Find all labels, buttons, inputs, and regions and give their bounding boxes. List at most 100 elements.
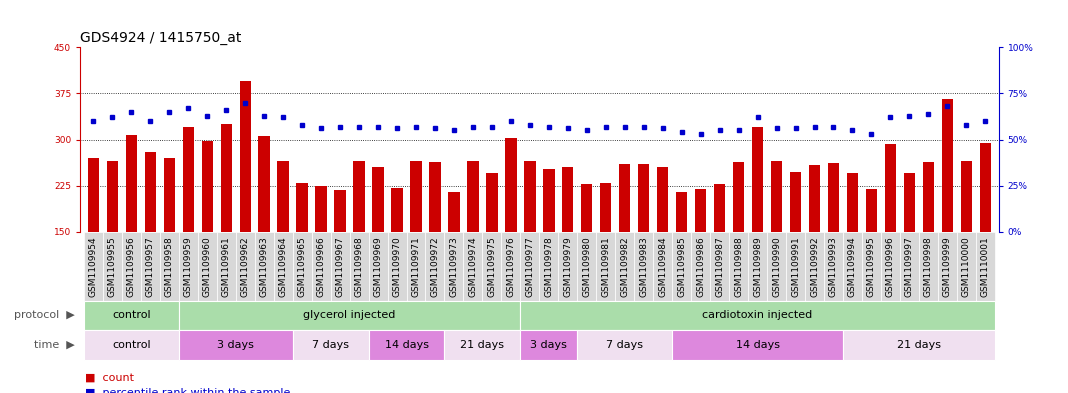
Bar: [691, 232, 710, 301]
Bar: [771, 161, 782, 232]
Bar: [942, 99, 953, 232]
Text: GSM1109982: GSM1109982: [621, 236, 629, 297]
Text: cardiotoxin injected: cardiotoxin injected: [703, 310, 813, 320]
Text: 21 days: 21 days: [897, 340, 941, 350]
Bar: [297, 183, 308, 232]
Bar: [467, 161, 478, 232]
Text: 7 days: 7 days: [607, 340, 643, 350]
Bar: [979, 143, 991, 232]
Bar: [596, 232, 615, 301]
Bar: [847, 173, 859, 232]
Text: GSM1109987: GSM1109987: [716, 236, 724, 297]
Bar: [524, 161, 535, 232]
Bar: [562, 167, 574, 232]
Text: glycerol injected: glycerol injected: [303, 310, 396, 320]
Text: GSM1109993: GSM1109993: [829, 236, 838, 297]
Bar: [217, 232, 236, 301]
Bar: [178, 301, 520, 330]
Bar: [544, 169, 554, 232]
Bar: [84, 330, 178, 360]
Text: GSM1109960: GSM1109960: [203, 236, 211, 297]
Bar: [676, 192, 688, 232]
Text: GSM1109958: GSM1109958: [164, 236, 174, 297]
Bar: [368, 330, 444, 360]
Text: GSM1109972: GSM1109972: [430, 236, 439, 297]
Bar: [581, 184, 593, 232]
Bar: [638, 164, 649, 232]
Text: GSM1109988: GSM1109988: [734, 236, 743, 297]
Bar: [273, 232, 293, 301]
Text: GSM1109976: GSM1109976: [506, 236, 516, 297]
Bar: [752, 127, 764, 232]
Text: ■  count: ■ count: [85, 372, 135, 382]
Bar: [843, 232, 862, 301]
Bar: [654, 232, 672, 301]
Bar: [923, 162, 934, 232]
Bar: [444, 232, 464, 301]
Text: GSM1109971: GSM1109971: [411, 236, 421, 297]
Text: GSM1109961: GSM1109961: [222, 236, 231, 297]
Text: GSM1109992: GSM1109992: [810, 236, 819, 297]
Bar: [578, 232, 596, 301]
Text: GSM1109977: GSM1109977: [525, 236, 534, 297]
Bar: [578, 330, 672, 360]
Bar: [425, 232, 444, 301]
Bar: [464, 232, 483, 301]
Bar: [520, 232, 539, 301]
Bar: [254, 232, 273, 301]
Text: GSM1109964: GSM1109964: [279, 236, 287, 297]
Text: GSM1109973: GSM1109973: [450, 236, 458, 297]
Bar: [84, 301, 178, 330]
Bar: [103, 232, 122, 301]
Text: GSM1109974: GSM1109974: [469, 236, 477, 297]
Text: GSM1109963: GSM1109963: [260, 236, 269, 297]
Text: GSM1109959: GSM1109959: [184, 236, 192, 297]
Text: GSM1109995: GSM1109995: [867, 236, 876, 297]
Bar: [315, 185, 327, 232]
Bar: [160, 232, 178, 301]
Bar: [520, 301, 994, 330]
Bar: [619, 164, 630, 232]
Bar: [520, 330, 578, 360]
Text: 14 days: 14 days: [736, 340, 780, 350]
Text: GSM1109983: GSM1109983: [640, 236, 648, 297]
Bar: [881, 232, 900, 301]
Bar: [805, 232, 824, 301]
Text: GSM1109999: GSM1109999: [943, 236, 952, 297]
Text: GSM1109967: GSM1109967: [335, 236, 345, 297]
Bar: [634, 232, 654, 301]
Bar: [107, 161, 119, 232]
Text: GSM1109962: GSM1109962: [240, 236, 250, 297]
Bar: [976, 232, 994, 301]
Bar: [334, 190, 346, 232]
Bar: [163, 158, 175, 232]
Bar: [918, 232, 938, 301]
Bar: [88, 158, 99, 232]
Text: GSM1109978: GSM1109978: [545, 236, 553, 297]
Bar: [331, 232, 349, 301]
Text: control: control: [112, 310, 151, 320]
Text: GDS4924 / 1415750_at: GDS4924 / 1415750_at: [80, 31, 241, 45]
Bar: [900, 232, 918, 301]
Bar: [354, 161, 365, 232]
Text: GSM1109968: GSM1109968: [355, 236, 363, 297]
Text: GSM1109991: GSM1109991: [791, 236, 800, 297]
Bar: [220, 124, 232, 232]
Bar: [178, 232, 198, 301]
Bar: [178, 330, 293, 360]
Bar: [126, 134, 137, 232]
Text: GSM1109957: GSM1109957: [146, 236, 155, 297]
Bar: [790, 171, 801, 232]
Text: 3 days: 3 days: [217, 340, 254, 350]
Bar: [258, 136, 270, 232]
Bar: [672, 330, 843, 360]
Bar: [368, 232, 388, 301]
Bar: [407, 232, 425, 301]
Bar: [808, 165, 820, 232]
Bar: [373, 167, 383, 232]
Bar: [183, 127, 194, 232]
Bar: [505, 138, 517, 232]
Bar: [141, 232, 160, 301]
Text: 3 days: 3 days: [531, 340, 567, 350]
Text: GSM1109986: GSM1109986: [696, 236, 705, 297]
